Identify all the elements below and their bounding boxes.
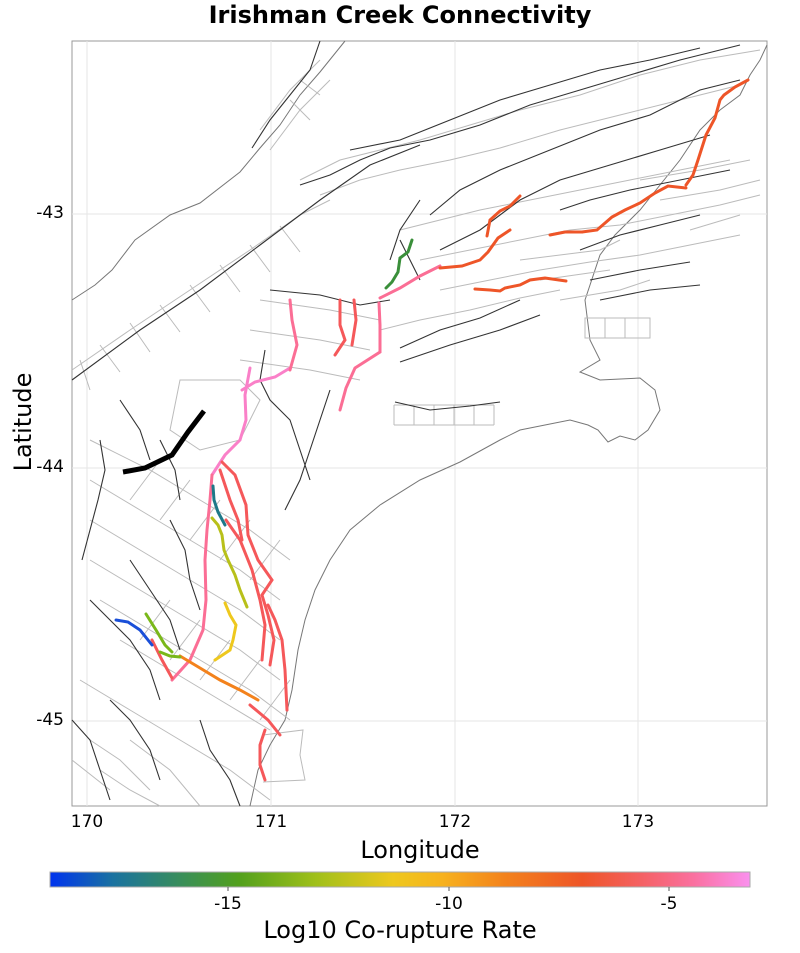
- colorbar-tick-label: -10: [435, 894, 463, 914]
- y-tick-label: -45: [36, 710, 64, 730]
- chart-title: Irishman Creek Connectivity: [208, 1, 592, 29]
- x-axis-label: Longitude: [360, 836, 480, 864]
- irishman-creek-fault: [122, 409, 206, 475]
- plot-frame: [71, 40, 768, 807]
- y-axis-label: Latitude: [9, 372, 37, 472]
- grid-lines: [72, 41, 767, 806]
- x-tick-label: 170: [70, 812, 104, 832]
- colored-rupture-sections: [114, 78, 750, 782]
- y-tick-label: -43: [36, 203, 64, 223]
- fault-traces: [71, 40, 741, 807]
- fault-mesh: [71, 49, 761, 807]
- colorbar-tick-label: -5: [660, 894, 678, 914]
- colorbar-tick-label: -15: [214, 894, 242, 914]
- x-tick-label: 171: [254, 812, 288, 832]
- coastline: [71, 40, 768, 807]
- colorbar-label: Log10 Co-rupture Rate: [263, 916, 537, 944]
- colorbar-ticks: [227, 887, 670, 891]
- y-tick-label: -44: [36, 457, 64, 477]
- x-tick-label: 172: [438, 812, 472, 832]
- colorbar: [49, 871, 751, 888]
- x-tick-label: 173: [621, 812, 655, 832]
